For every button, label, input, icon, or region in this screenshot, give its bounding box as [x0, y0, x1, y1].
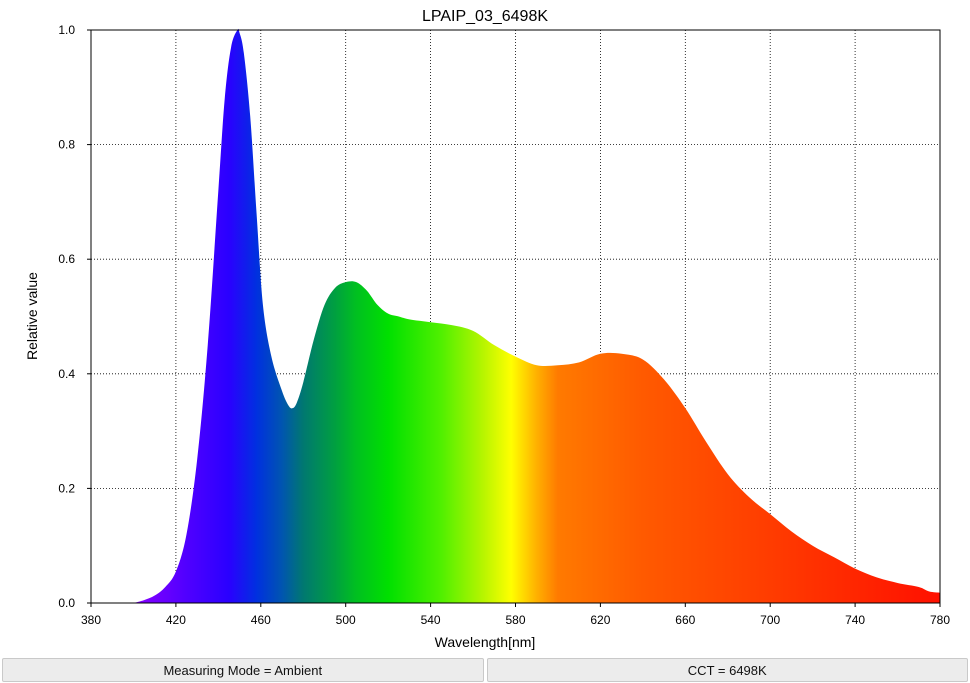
x-tick-label: 540 [421, 613, 441, 627]
y-axis-label: Relative value [24, 272, 40, 360]
y-tick-label: 0.4 [58, 367, 75, 381]
x-tick-label: 740 [845, 613, 865, 627]
y-tick-label: 0.2 [58, 481, 75, 495]
y-tick-label: 0.8 [58, 138, 75, 152]
x-tick-label: 780 [930, 613, 950, 627]
y-tick-label: 0.6 [58, 252, 75, 266]
x-tick-label: 500 [336, 613, 356, 627]
x-tick-label: 420 [166, 613, 186, 627]
x-axis-label: Wavelength[nm] [435, 634, 536, 650]
status-bar: Measuring Mode = Ambient CCT = 6498K [2, 658, 968, 682]
x-axis-ticks: 380 420 460 500 540 580 620 660 700 740 780 [81, 603, 950, 627]
y-axis-ticks: 0.0 0.2 0.4 0.6 0.8 1.0 [58, 23, 91, 610]
spectrum-chart: LPAIP_03_6498K 380 420 460 500 540 580 620 660 7… [24, 8, 950, 650]
x-tick-label: 460 [251, 613, 271, 627]
x-tick-label: 660 [675, 613, 695, 627]
cct-status: CCT = 6498K [486, 658, 968, 682]
x-tick-label: 380 [81, 613, 101, 627]
x-tick-label: 700 [760, 613, 780, 627]
y-tick-label: 1.0 [58, 23, 75, 37]
spectrum-area [133, 28, 940, 603]
y-tick-label: 0.0 [58, 596, 75, 610]
x-tick-label: 620 [590, 613, 610, 627]
x-tick-label: 580 [505, 613, 525, 627]
chart-title: LPAIP_03_6498K [422, 8, 548, 25]
measuring-mode-status: Measuring Mode = Ambient [2, 658, 484, 682]
